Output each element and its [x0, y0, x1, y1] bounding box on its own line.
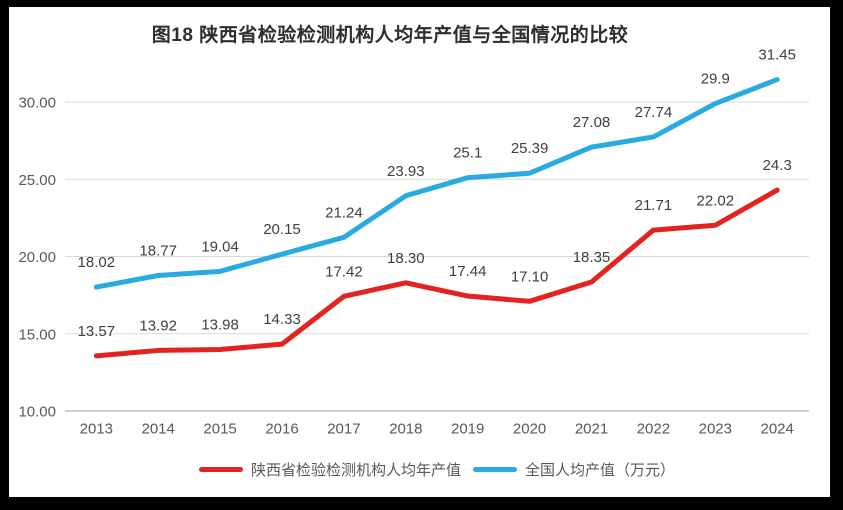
y-tick-label: 20.00 [18, 249, 56, 266]
data-label: 19.04 [201, 238, 239, 255]
x-tick-label: 2017 [327, 421, 360, 438]
data-label: 17.10 [511, 268, 549, 285]
chart-canvas [9, 7, 830, 497]
data-label: 25.1 [453, 145, 482, 162]
data-label: 24.3 [763, 157, 792, 174]
y-tick-label: 25.00 [18, 172, 56, 189]
legend-label-national: 全国人均产值（万元） [525, 462, 676, 479]
data-label: 25.39 [511, 140, 549, 157]
data-label: 13.98 [201, 317, 239, 334]
series-line-shaanxi [93, 187, 780, 359]
x-tick-label: 2019 [451, 421, 484, 438]
y-tick-label: 10.00 [18, 404, 56, 421]
data-label: 18.77 [139, 243, 177, 260]
series-line-national [93, 77, 780, 290]
data-label: 23.93 [387, 163, 425, 180]
x-tick-label: 2013 [80, 421, 113, 438]
x-tick-label: 2020 [513, 421, 546, 438]
x-tick-label: 2018 [389, 421, 422, 438]
data-label: 22.02 [697, 192, 735, 209]
chart-title: 图18 陕西省检验检测机构人均年产值与全国情况的比较 [151, 25, 629, 46]
data-label: 17.42 [325, 263, 363, 280]
data-label: 21.24 [325, 204, 363, 221]
data-label: 27.08 [573, 114, 611, 131]
data-label: 18.02 [78, 254, 116, 271]
y-tick-label: 15.00 [18, 326, 56, 343]
data-label: 29.9 [701, 71, 730, 88]
shaanxi-line-swatch-icon [198, 467, 243, 472]
data-label: 21.71 [635, 197, 673, 214]
data-label: 13.57 [78, 323, 116, 340]
data-label: 27.74 [635, 104, 673, 121]
data-label: 17.44 [449, 263, 487, 280]
data-label: 18.30 [387, 250, 425, 267]
data-label: 13.92 [139, 317, 177, 334]
data-label: 14.33 [263, 311, 301, 328]
x-tick-label: 2016 [265, 421, 298, 438]
legend-item-national: 全国人均产值（万元） [473, 459, 675, 480]
x-tick-label: 2014 [142, 421, 175, 438]
x-tick-label: 2022 [637, 421, 670, 438]
legend-item-shaanxi: 陕西省检验检测机构人均年产值 [198, 459, 461, 480]
data-label: 18.35 [573, 249, 611, 266]
chart-legend: 陕西省检验检测机构人均年产值 全国人均产值（万元） [65, 459, 809, 480]
data-label: 20.15 [263, 221, 301, 238]
x-tick-label: 2021 [575, 421, 608, 438]
x-tick-label: 2015 [203, 421, 236, 438]
y-tick-label: 30.00 [18, 95, 56, 112]
x-tick-label: 2024 [761, 421, 794, 438]
legend-label-shaanxi: 陕西省检验检测机构人均年产值 [250, 462, 461, 479]
data-label: 31.45 [758, 47, 796, 64]
x-tick-label: 2023 [699, 421, 732, 438]
national-line-swatch-icon [473, 467, 517, 472]
